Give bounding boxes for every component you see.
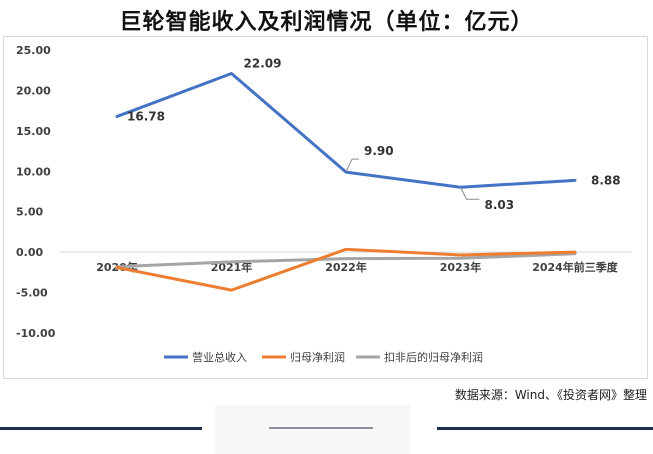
chart-frame xyxy=(3,36,648,379)
data-label: 22.09 xyxy=(244,57,282,71)
y-tick-label: -10.00 xyxy=(16,327,56,340)
data-label: 9.90 xyxy=(364,144,394,158)
x-tick-label: 2024年前三季度 xyxy=(532,260,619,274)
line-chart: 25.0020.0015.0010.005.000.00-5.00-10.00 … xyxy=(16,44,632,364)
y-tick-label: 15.00 xyxy=(16,125,51,138)
legend-label: 归母净利润 xyxy=(290,350,345,364)
adj-net-profit-line xyxy=(115,252,577,269)
y-tick-label: 5.00 xyxy=(16,206,43,219)
y-tick-label: -5.00 xyxy=(16,287,48,300)
data-label-leader xyxy=(345,158,359,173)
legend-label: 扣非后的归母净利润 xyxy=(384,350,483,364)
data-label: 8.03 xyxy=(485,198,515,212)
data-label: 8.88 xyxy=(591,173,621,187)
x-tick-label: 2023年 xyxy=(440,260,482,274)
y-tick-label: 20.00 xyxy=(16,84,51,97)
x-tick-label: 2022年 xyxy=(325,260,367,274)
data-source-note: 数据来源：Wind、《投资者网》整理 xyxy=(454,388,647,402)
net-profit-line xyxy=(115,247,577,292)
footer-bar-left xyxy=(0,427,202,430)
legend-label: 营业总收入 xyxy=(192,350,247,364)
y-tick-label: 0.00 xyxy=(16,246,43,259)
y-tick-label: 25.00 xyxy=(16,44,51,57)
revenue-line xyxy=(115,72,577,189)
footer-fade xyxy=(215,405,410,454)
data-label: 16.78 xyxy=(127,109,165,123)
chart-title: 巨轮智能收入及利润情况（单位：亿元） xyxy=(119,10,534,35)
y-tick-label: 10.00 xyxy=(16,165,51,178)
footer-bar-center xyxy=(269,427,373,429)
data-label-leader xyxy=(460,186,480,200)
footer-bar-right xyxy=(437,427,653,430)
